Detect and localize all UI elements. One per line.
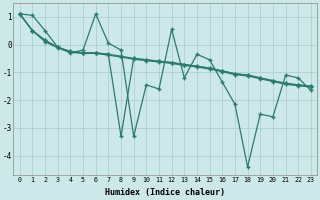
X-axis label: Humidex (Indice chaleur): Humidex (Indice chaleur) <box>105 188 225 197</box>
